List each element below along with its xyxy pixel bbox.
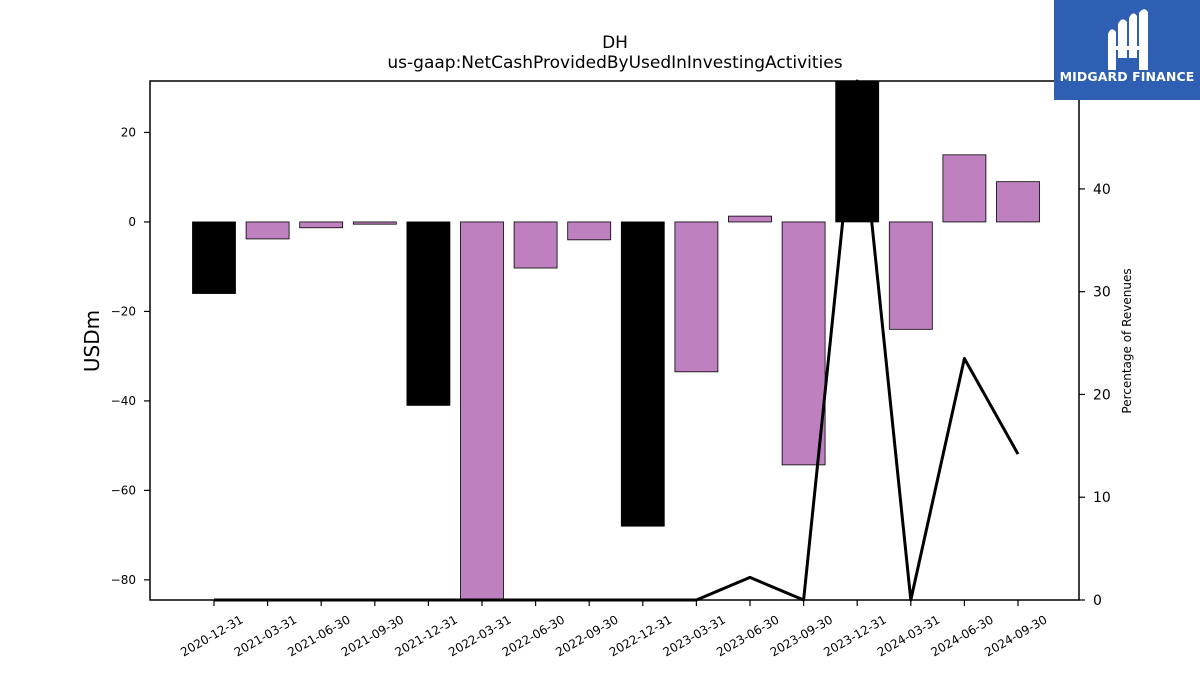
bar-2020-12-31	[192, 221, 236, 294]
bar-2024-09-30	[996, 181, 1040, 223]
x-axis-ticks: 2020-12-312021-03-312021-06-302021-09-30…	[178, 600, 1050, 659]
y-tick-label: −60	[111, 483, 136, 497]
bar-2024-06-30	[942, 154, 987, 223]
bar-2024-03-31	[888, 221, 933, 330]
bar-2023-06-30	[728, 215, 772, 223]
bar-2023-03-31	[674, 221, 719, 373]
bar-2023-12-31	[835, 80, 880, 223]
left-axis-ticks: 20 0 −20 −40 −60 −80	[111, 125, 150, 587]
y-axis-label: USDm	[80, 310, 104, 372]
y-tick-label: −40	[111, 394, 136, 408]
y-tick-label: −80	[111, 573, 136, 587]
bar-2021-03-31	[245, 221, 290, 240]
bar-2022-06-30	[513, 221, 558, 269]
y-tick-label: −20	[111, 304, 136, 318]
bars	[192, 80, 1040, 601]
bar-2021-12-31	[406, 221, 451, 406]
right-axis-ticks: 0 10 20 30 40	[1079, 182, 1111, 609]
chart-title: DH	[602, 33, 628, 53]
percent-of-revenues-line	[214, 79, 1020, 602]
y2-tick-label: 40	[1093, 182, 1111, 198]
bar-2023-09-30	[781, 221, 826, 466]
bar-2022-09-30	[567, 221, 612, 241]
bar-2021-06-30	[299, 221, 344, 229]
bar-2022-12-31	[620, 221, 665, 527]
brand-logo: MIDGARD FINANCE	[1054, 0, 1200, 100]
chart-subtitle: us-gaap:NetCashProvidedByUsedInInvesting…	[387, 53, 842, 73]
y-tick-label: 0	[128, 215, 136, 229]
y2-axis-label: Percentage of Revenues	[1120, 268, 1134, 413]
percent-line	[214, 79, 1020, 602]
logo-text: MIDGARD FINANCE	[1059, 69, 1195, 84]
bar-2021-09-30	[352, 221, 397, 225]
y2-tick-label: 10	[1093, 490, 1111, 506]
plot-frame	[149, 80, 1080, 601]
y2-tick-label: 20	[1093, 387, 1111, 403]
bar-2022-03-31	[460, 221, 504, 601]
midgard-logo-icon	[1108, 9, 1148, 70]
y-tick-label: 20	[121, 125, 136, 139]
y2-tick-label: 0	[1093, 593, 1102, 609]
y2-tick-label: 30	[1093, 285, 1111, 301]
